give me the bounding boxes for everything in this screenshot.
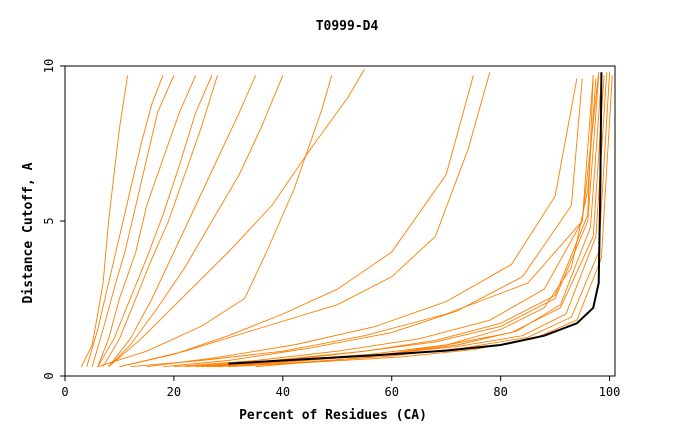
y-tick-label: 0 — [42, 372, 56, 379]
series-line-model-18 — [201, 75, 605, 368]
x-tick-label: 0 — [61, 385, 68, 399]
x-tick-label: 60 — [385, 385, 399, 399]
x-axis-label: Percent of Residues (CA) — [239, 408, 427, 423]
series-line-model-9 — [97, 75, 333, 368]
series-line-model-3 — [91, 75, 175, 367]
series-line-model-12 — [119, 72, 491, 368]
x-tick-label: 80 — [493, 385, 507, 399]
series-line-model-8 — [108, 75, 284, 368]
plot-frame — [64, 65, 616, 377]
series-line-model-17 — [184, 75, 600, 368]
series-line-model-15 — [162, 78, 583, 368]
series-line-model-13 — [130, 72, 600, 368]
series-line-best-model — [228, 72, 603, 365]
model-curves — [80, 68, 613, 368]
x-tick-label: 40 — [276, 385, 290, 399]
series-line-model-4 — [97, 75, 197, 367]
series-line-model-6 — [102, 75, 218, 367]
x-tick-label: 20 — [167, 385, 181, 399]
chart-title: T0999-D4 — [316, 19, 379, 34]
x-tick-label: 100 — [599, 385, 621, 399]
y-axis-label: Distance Cutoff, A — [21, 162, 36, 303]
series-line-model-7 — [108, 75, 257, 367]
series-line-model-24 — [255, 78, 597, 368]
y-tick-label: 5 — [42, 217, 56, 224]
series-line-model-2 — [86, 75, 164, 367]
series-line-model-5 — [97, 75, 213, 367]
x-axis: 0 20 40 60 80 100 — [61, 376, 620, 399]
series-line-model-16 — [173, 75, 594, 368]
series-line-model-10 — [108, 68, 365, 368]
series-line-model-21 — [195, 75, 594, 368]
series-line-model-19 — [206, 72, 608, 368]
series-line-model-14 — [146, 78, 578, 368]
y-tick-label: 10 — [42, 59, 56, 73]
series-line-model-1 — [80, 75, 129, 367]
best-model-curve-group — [228, 72, 603, 365]
y-axis: 0 5 10 — [42, 59, 65, 380]
series-line-model-23 — [211, 78, 602, 368]
